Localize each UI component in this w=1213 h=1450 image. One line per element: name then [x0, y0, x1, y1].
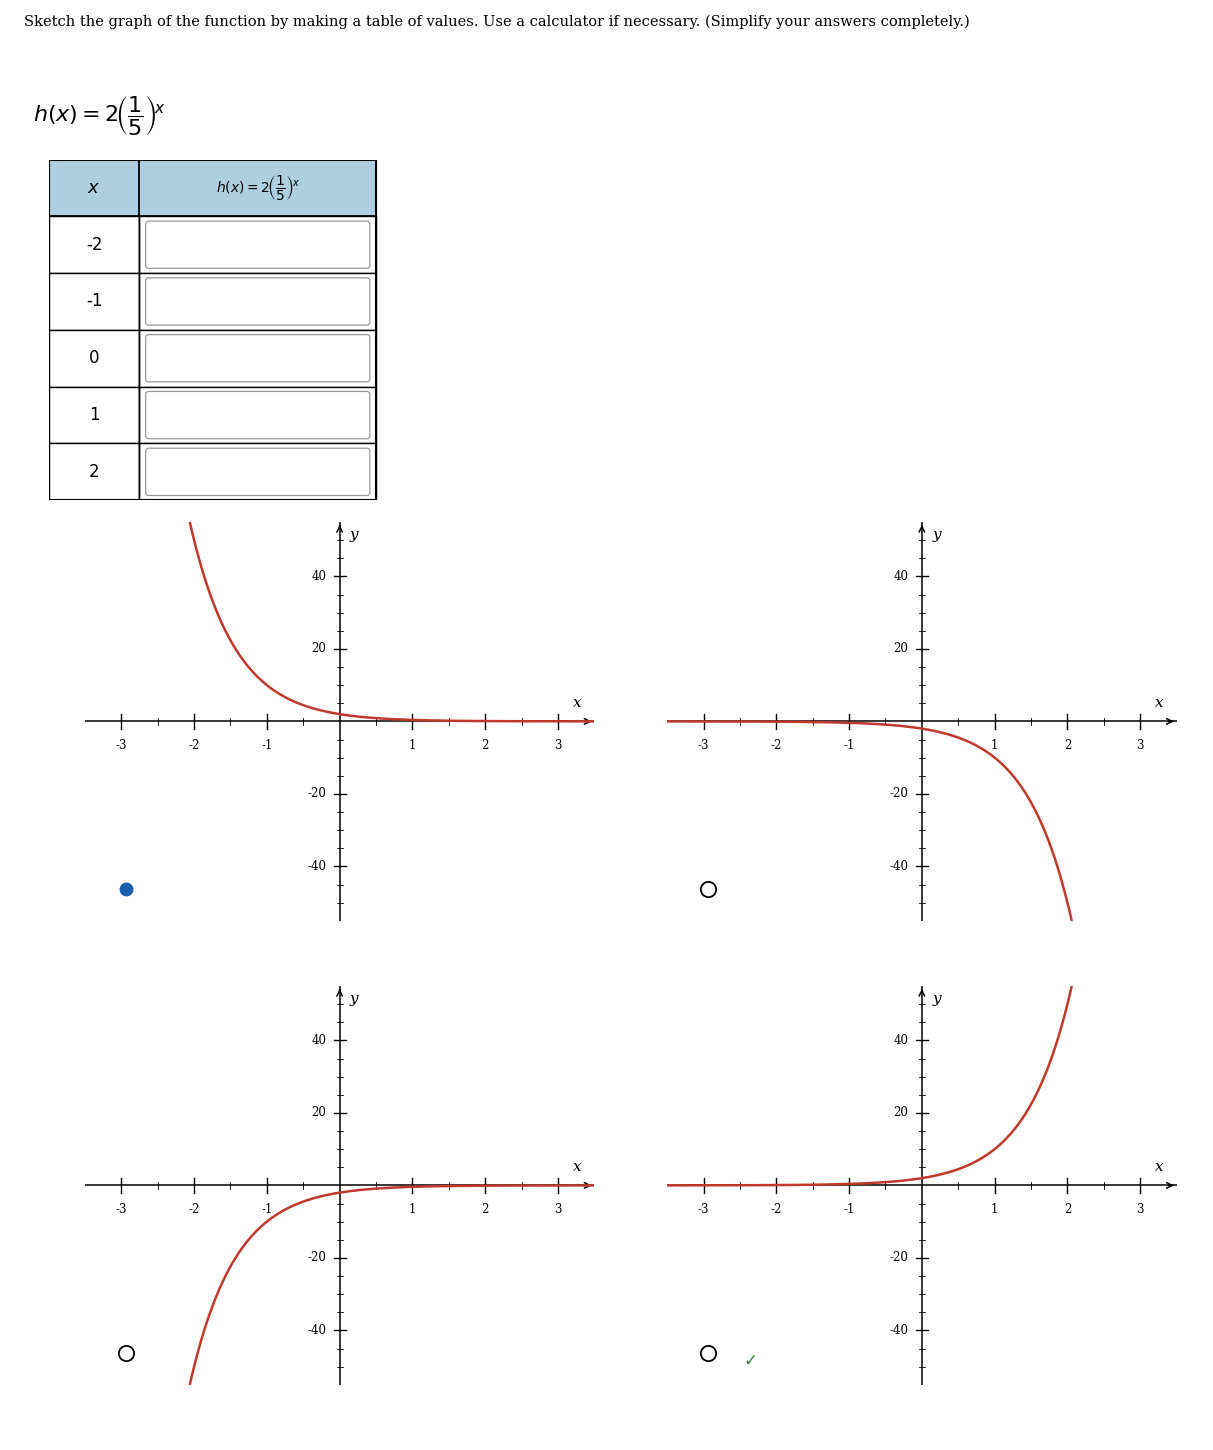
Text: -1: -1 [86, 293, 102, 310]
Text: 20: 20 [312, 1106, 326, 1119]
Bar [49, 331, 139, 387]
Text: -40: -40 [889, 1324, 909, 1337]
Bar [139, 331, 376, 387]
Text: 3: 3 [1137, 1204, 1144, 1217]
Text: -1: -1 [843, 740, 855, 753]
Text: $h(x) = 2\!\left(\dfrac{1}{5}\right)^{\!x}$: $h(x) = 2\!\left(\dfrac{1}{5}\right)^{\!… [216, 174, 300, 203]
Text: 1: 1 [409, 1204, 416, 1217]
Text: -40: -40 [307, 1324, 326, 1337]
Text: 3: 3 [554, 1204, 562, 1217]
FancyBboxPatch shape [146, 392, 370, 439]
Text: 2: 2 [482, 740, 489, 753]
Text: y: y [349, 992, 359, 1006]
Text: -1: -1 [261, 740, 273, 753]
Text: -40: -40 [307, 860, 326, 873]
Text: -1: -1 [261, 1204, 273, 1217]
Text: $x$: $x$ [87, 178, 101, 197]
Text: x: x [573, 1160, 581, 1174]
Text: 1: 1 [89, 406, 99, 423]
Text: $h(x) = 2\!\left(\dfrac{1}{5}\right)^{\!x}$: $h(x) = 2\!\left(\dfrac{1}{5}\right)^{\!… [33, 94, 166, 138]
Text: -3: -3 [697, 740, 710, 753]
Text: 3: 3 [1137, 740, 1144, 753]
Bar [49, 387, 139, 444]
Text: y: y [932, 992, 941, 1006]
FancyBboxPatch shape [146, 278, 370, 325]
Text: 40: 40 [312, 570, 326, 583]
Text: 3: 3 [554, 740, 562, 753]
Text: -20: -20 [889, 1251, 909, 1264]
Text: x: x [573, 696, 581, 710]
Bar [49, 273, 139, 331]
FancyBboxPatch shape [146, 448, 370, 496]
Text: 40: 40 [894, 1034, 909, 1047]
FancyBboxPatch shape [146, 220, 370, 268]
Text: -20: -20 [307, 787, 326, 800]
Text: 2: 2 [1064, 1204, 1071, 1217]
Text: x: x [1155, 696, 1163, 710]
Bar [49, 160, 376, 216]
Text: ✓: ✓ [744, 1351, 757, 1370]
Text: -2: -2 [86, 236, 102, 254]
Text: 1: 1 [991, 1204, 998, 1217]
Text: -2: -2 [770, 740, 782, 753]
Text: 2: 2 [89, 463, 99, 481]
Text: 40: 40 [894, 570, 909, 583]
Bar [139, 444, 376, 500]
Bar [49, 444, 139, 500]
Bar [139, 216, 376, 273]
Text: -2: -2 [770, 1204, 782, 1217]
Text: y: y [932, 528, 941, 542]
Text: -3: -3 [115, 740, 127, 753]
Text: -40: -40 [889, 860, 909, 873]
Text: 1: 1 [991, 740, 998, 753]
Text: -20: -20 [307, 1251, 326, 1264]
Text: 0: 0 [89, 349, 99, 367]
Text: -20: -20 [889, 787, 909, 800]
Text: Sketch the graph of the function by making a table of values. Use a calculator i: Sketch the graph of the function by maki… [24, 14, 970, 29]
Bar [139, 273, 376, 331]
Text: -1: -1 [843, 1204, 855, 1217]
FancyBboxPatch shape [146, 335, 370, 381]
Text: 20: 20 [894, 642, 909, 655]
Text: 1: 1 [409, 740, 416, 753]
Text: -2: -2 [188, 1204, 200, 1217]
Text: -3: -3 [115, 1204, 127, 1217]
Text: 20: 20 [894, 1106, 909, 1119]
Bar [139, 387, 376, 444]
Text: 40: 40 [312, 1034, 326, 1047]
Text: -3: -3 [697, 1204, 710, 1217]
Text: -2: -2 [188, 740, 200, 753]
Text: x: x [1155, 1160, 1163, 1174]
Text: y: y [349, 528, 359, 542]
Text: 2: 2 [482, 1204, 489, 1217]
Text: 20: 20 [312, 642, 326, 655]
Text: 2: 2 [1064, 740, 1071, 753]
Bar [49, 216, 139, 273]
